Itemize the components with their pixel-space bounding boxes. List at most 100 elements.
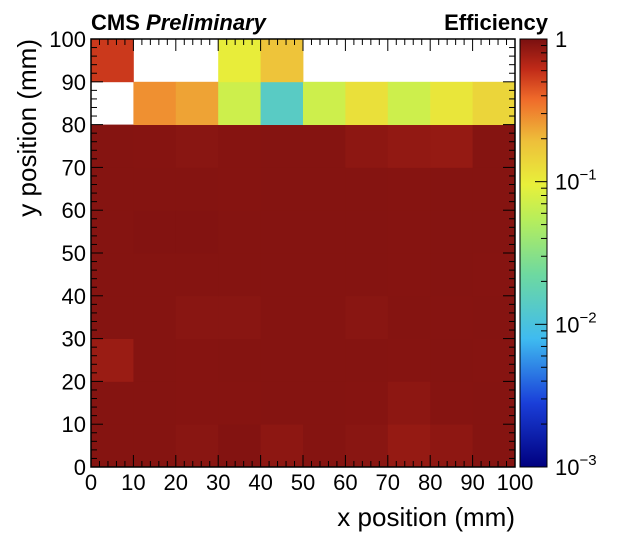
heatmap-cell [218, 424, 261, 468]
heatmap-cell [387, 210, 431, 254]
heatmap-cell [218, 124, 261, 168]
heatmap-cell [133, 381, 177, 425]
heatmap-cell [387, 295, 431, 339]
heatmap-cell [430, 381, 473, 425]
heatmap-cell [91, 210, 134, 254]
heatmap-cell [133, 424, 177, 468]
heatmap-cell [133, 253, 177, 297]
heatmap-cell [175, 424, 219, 468]
colorbar-tick-label: 10−2 [555, 309, 597, 337]
y-tick-label: 50 [62, 241, 86, 266]
heatmap-cell [175, 81, 219, 125]
colorbar-tick-label: 10−1 [555, 167, 597, 195]
heatmap-cell [303, 253, 346, 297]
y-tick-label: 60 [62, 198, 86, 223]
y-tick-label: 100 [49, 27, 86, 52]
heatmap-cell [175, 124, 219, 168]
colorbar-ticks [535, 38, 547, 468]
heatmap-cell [175, 381, 219, 425]
heatmap-cell [472, 253, 516, 297]
x-tick-label: 100 [497, 470, 534, 495]
heatmap-cell [430, 167, 473, 211]
y-axis-title: y position (mm) [12, 39, 42, 217]
y-tick-label: 0 [74, 455, 86, 480]
heatmap-cell [472, 424, 516, 468]
heatmap-cell [91, 381, 134, 425]
x-tick-label: 80 [418, 470, 442, 495]
heatmap-cell [260, 210, 304, 254]
axis-ticks [90, 38, 516, 468]
heatmap-cell [303, 210, 346, 254]
heatmap-cell [260, 338, 304, 382]
heatmap-cell [218, 295, 261, 339]
heatmap-cell [133, 81, 177, 125]
heatmap-cell [430, 81, 473, 125]
heatmap-cell [472, 167, 516, 211]
heatmap-cell [218, 210, 261, 254]
heatmap-cell [472, 81, 516, 125]
heatmap-cell [303, 167, 346, 211]
heatmap-cell [91, 124, 134, 168]
heatmap-cell [175, 295, 219, 339]
colorbar-tick-exponent: −3 [579, 452, 596, 469]
heatmap-cell [303, 381, 346, 425]
y-tick-label: 80 [62, 113, 86, 138]
y-tick-label: 40 [62, 284, 86, 309]
heatmap-cells [91, 39, 516, 468]
heatmap-cell [260, 295, 304, 339]
heatmap-cell [91, 39, 134, 83]
x-tick-label: 90 [460, 470, 484, 495]
colorbar-tick-labels: 110−110−210−3 [555, 27, 597, 480]
heatmap-cell [345, 424, 389, 468]
heatmap-cell [218, 381, 261, 425]
heatmap-cell [345, 381, 389, 425]
heatmap-cell [472, 295, 516, 339]
heatmap-cell [303, 124, 346, 168]
heatmap-cell [472, 210, 516, 254]
colorbar-tick-base: 1 [555, 27, 567, 52]
x-tick-label: 60 [333, 470, 357, 495]
heatmap-cell [430, 253, 473, 297]
heatmap-cell [260, 167, 304, 211]
heatmap-cell [91, 424, 134, 468]
heatmap-cell [387, 253, 431, 297]
heatmap-cell [345, 167, 389, 211]
x-tick-label: 20 [164, 470, 188, 495]
y-tick-label: 70 [62, 155, 86, 180]
heatmap-cell [472, 338, 516, 382]
experiment-label: CMS [91, 10, 140, 35]
heatmap-cell [133, 295, 177, 339]
heatmap-cell [175, 210, 219, 254]
heatmap-cell [218, 338, 261, 382]
heatmap-cell [430, 338, 473, 382]
colorbar-tick-base: 10 [555, 455, 579, 480]
x-tick-label: 50 [291, 470, 315, 495]
heatmap-cell [430, 295, 473, 339]
heatmap-cell [303, 295, 346, 339]
heatmap-cell [91, 338, 134, 382]
heatmap-cell [387, 381, 431, 425]
heatmap-cell [260, 424, 304, 468]
heatmap-cell [260, 39, 304, 83]
heatmap-cell [345, 210, 389, 254]
heatmap-cell [260, 381, 304, 425]
heatmap-cell [91, 295, 134, 339]
heatmap-cell [345, 253, 389, 297]
heatmap-cell [387, 81, 431, 125]
heatmap-cell [345, 295, 389, 339]
x-tick-label: 10 [121, 470, 145, 495]
colorbar-tick-base: 10 [555, 170, 579, 195]
heatmap-cell [175, 253, 219, 297]
y-tick-label: 90 [62, 70, 86, 95]
heatmap-cell [430, 424, 473, 468]
heatmap-cell [175, 167, 219, 211]
heatmap-cell [91, 167, 134, 211]
heatmap-cell [387, 167, 431, 211]
x-tick-label: 40 [248, 470, 272, 495]
colorbar-tick-label: 1 [555, 27, 567, 52]
x-tick-label: 0 [85, 470, 97, 495]
heatmap-cell [387, 124, 431, 168]
heatmap-cell [133, 124, 177, 168]
experiment-header: CMS Preliminary [91, 10, 268, 35]
